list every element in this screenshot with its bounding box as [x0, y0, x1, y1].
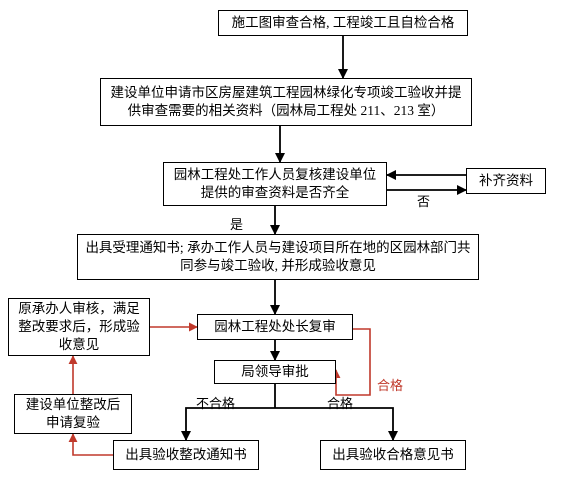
node-n4: 出具受理通知书; 承办工作人员与建设项目所在地的区园林部门共同参与竣工验收, 并…	[77, 234, 479, 280]
label-lbl_no: 否	[417, 195, 430, 208]
edge-e7_to_L2	[73, 434, 113, 455]
label-lbl_pass: 合格	[327, 397, 353, 410]
flowchart-canvas: 施工图审查合格, 工程竣工且自检合格建设单位申请市区房屋建筑工程园林绿化专项竣工…	[0, 0, 578, 500]
label-text: 合格	[377, 378, 403, 393]
edge-e6_fork_right	[275, 408, 393, 440]
label-lbl_pass2: 合格	[377, 379, 403, 392]
label-text: 不合格	[196, 396, 235, 411]
edge-e6_fork_left	[186, 408, 275, 440]
label-text: 是	[230, 217, 243, 232]
node-n2: 建设单位申请市区房屋建筑工程园林绿化专项竣工验收并提供审查需要的相关资料（园林局…	[100, 78, 472, 126]
node-n5: 园林工程处处长复审	[197, 314, 353, 340]
node-text: 出具验收整改通知书	[125, 446, 247, 464]
node-text: 园林工程处处长复审	[214, 318, 336, 336]
node-n6: 局领导审批	[214, 360, 336, 384]
node-nL1: 原承办人审核，满足整改要求后，形成验收意见	[8, 298, 150, 356]
label-lbl_fail: 不合格	[196, 397, 235, 410]
label-text: 否	[417, 194, 430, 209]
node-text: 补齐资料	[479, 172, 533, 190]
node-text: 施工图审查合格, 工程竣工且自检合格	[232, 14, 455, 32]
node-text: 建设单位整改后申请复验	[21, 396, 125, 432]
node-n7: 出具验收整改通知书	[113, 440, 259, 470]
node-n8: 出具验收合格意见书	[320, 440, 466, 470]
node-n3: 园林工程处工作人员复核建设单位提供的审查资料是否齐全	[163, 162, 387, 206]
node-text: 园林工程处工作人员复核建设单位提供的审查资料是否齐全	[170, 166, 380, 202]
node-text: 建设单位申请市区房屋建筑工程园林绿化专项竣工验收并提供审查需要的相关资料（园林局…	[107, 84, 465, 120]
node-text: 局领导审批	[241, 363, 309, 381]
node-text: 原承办人审核，满足整改要求后，形成验收意见	[15, 300, 143, 355]
node-n3b: 补齐资料	[466, 168, 546, 194]
label-lbl_yes: 是	[230, 218, 243, 231]
node-n1: 施工图审查合格, 工程竣工且自检合格	[218, 10, 468, 36]
node-text: 出具验收合格意见书	[332, 446, 454, 464]
label-text: 合格	[327, 396, 353, 411]
node-text: 出具受理通知书; 承办工作人员与建设项目所在地的区园林部门共同参与竣工验收, 并…	[84, 239, 472, 275]
node-nL2: 建设单位整改后申请复验	[14, 394, 132, 434]
